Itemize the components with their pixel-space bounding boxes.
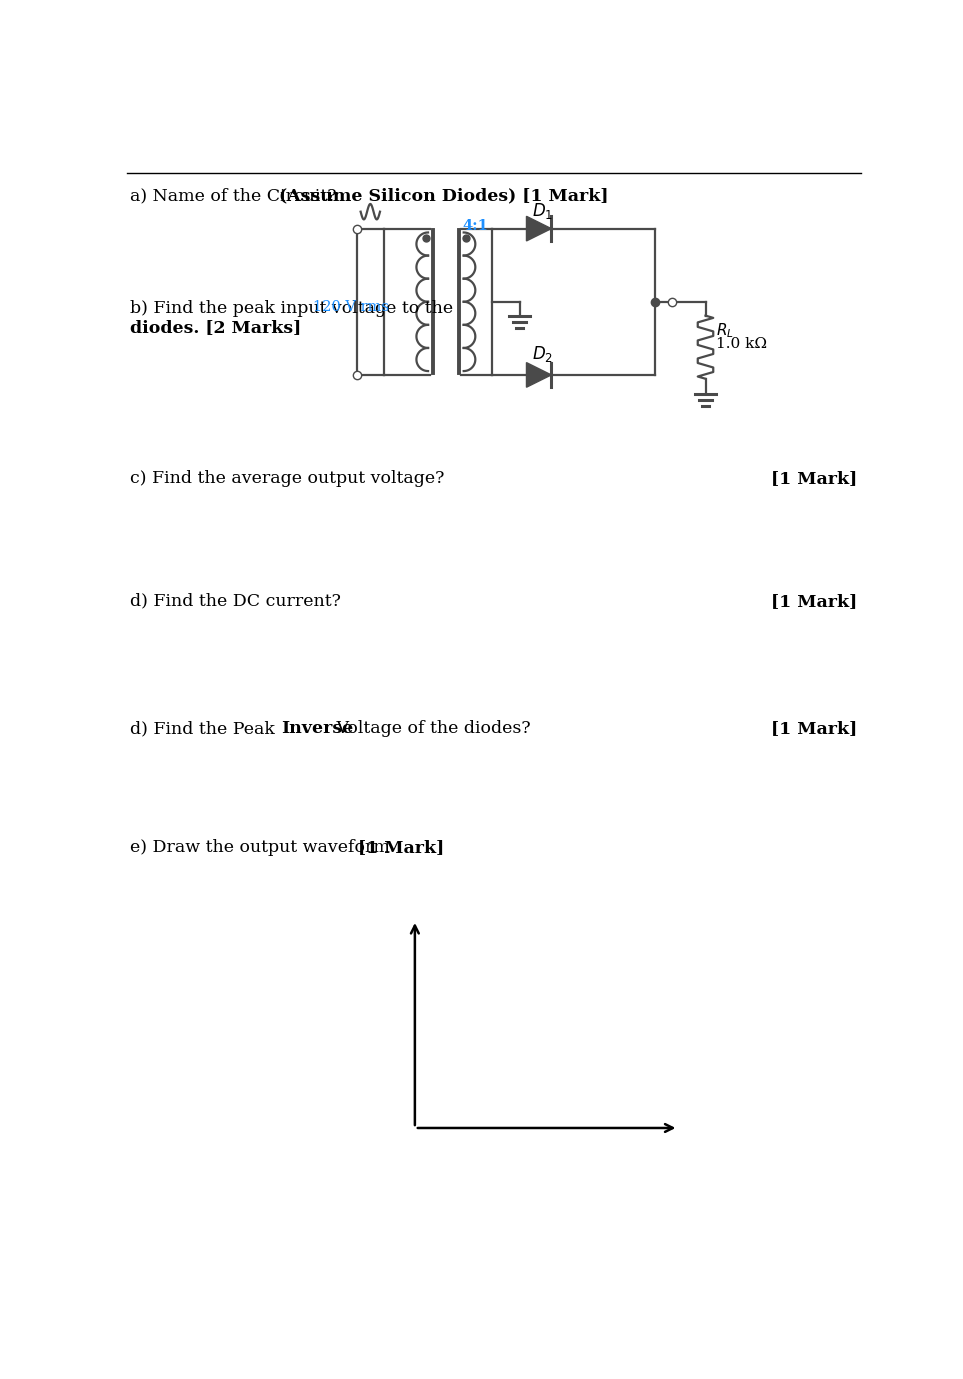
- Text: Inverse: Inverse: [281, 720, 353, 736]
- Text: d) Find the Peak: d) Find the Peak: [130, 720, 280, 736]
- Text: Voltage of the diodes?: Voltage of the diodes?: [331, 720, 531, 736]
- Text: (Assume Silicon Diodes) [1 Mark]: (Assume Silicon Diodes) [1 Mark]: [279, 188, 609, 204]
- Text: [1 Mark]: [1 Mark]: [358, 840, 445, 856]
- Polygon shape: [527, 363, 551, 387]
- Text: b) Find the peak input voltage to the: b) Find the peak input voltage to the: [130, 301, 453, 317]
- Text: d) Find the DC current?: d) Find the DC current?: [130, 593, 341, 610]
- Text: $D_1$: $D_1$: [533, 201, 554, 221]
- Text: 120 V rms: 120 V rms: [313, 301, 389, 314]
- Text: [1 Mark]: [1 Mark]: [771, 720, 857, 736]
- Text: c) Find the average output voltage?: c) Find the average output voltage?: [130, 470, 444, 487]
- Text: diodes. [2 Marks]: diodes. [2 Marks]: [130, 320, 300, 336]
- Text: [1 Mark]: [1 Mark]: [771, 593, 857, 610]
- Polygon shape: [527, 217, 551, 241]
- Text: $R_L$: $R_L$: [716, 321, 734, 341]
- Text: $D_2$: $D_2$: [533, 345, 554, 364]
- Text: a) Name of the Circuit?: a) Name of the Circuit?: [130, 188, 348, 204]
- Text: e) Draw the output waveform.: e) Draw the output waveform.: [130, 840, 401, 856]
- Text: [1 Mark]: [1 Mark]: [771, 470, 857, 487]
- Text: 1.0 kΩ: 1.0 kΩ: [716, 338, 768, 352]
- Text: 4:1: 4:1: [463, 219, 489, 233]
